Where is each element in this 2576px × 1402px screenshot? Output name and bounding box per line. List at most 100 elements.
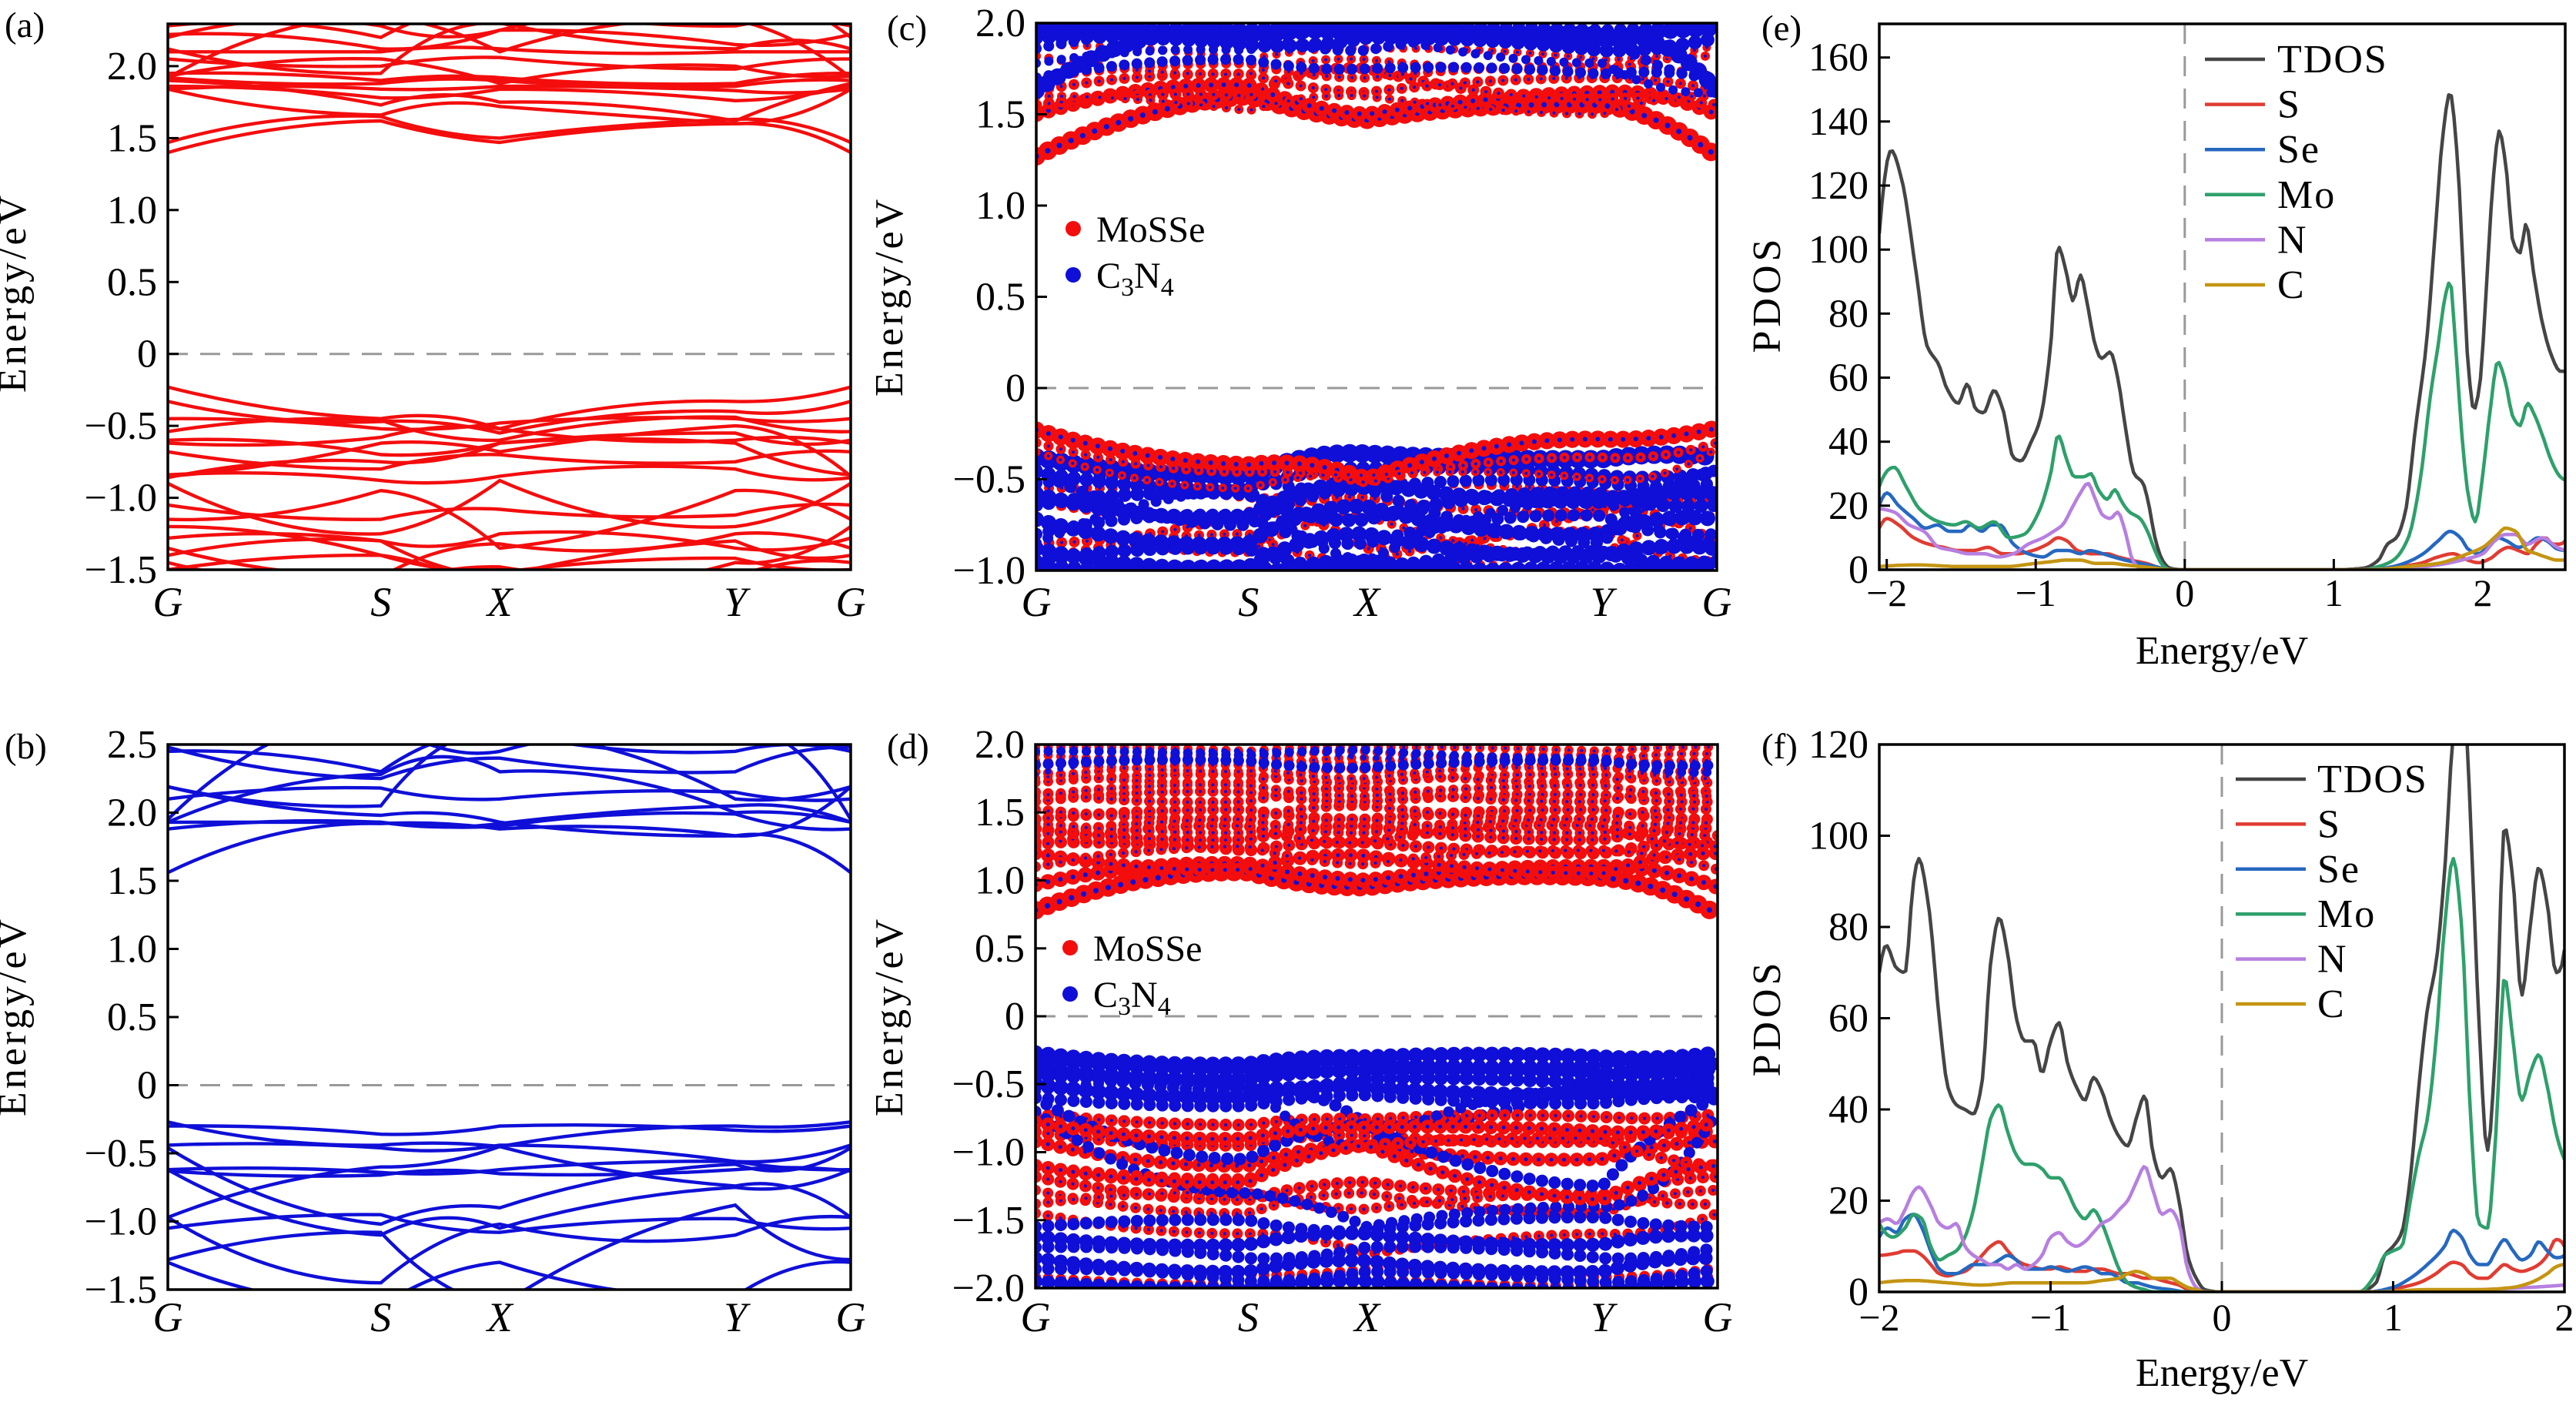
- svg-text:Se: Se: [2277, 128, 2320, 172]
- svg-text:Energy/eV: Energy/eV: [0, 192, 35, 393]
- svg-text:S: S: [1238, 1294, 1259, 1340]
- svg-text:Energy/eV: Energy/eV: [868, 196, 912, 397]
- svg-text:G: G: [1702, 579, 1732, 625]
- svg-text:0.5: 0.5: [107, 995, 157, 1039]
- svg-text:Energy/eV: Energy/eV: [868, 916, 912, 1116]
- svg-text:Energy/eV: Energy/eV: [2136, 629, 2308, 673]
- svg-text:−2: −2: [1858, 1296, 1899, 1339]
- svg-text:2.5: 2.5: [107, 723, 157, 767]
- svg-text:Se: Se: [2317, 848, 2360, 892]
- svg-text:S: S: [2277, 83, 2301, 127]
- svg-text:120: 120: [1808, 164, 1868, 208]
- svg-text:2.0: 2.0: [107, 791, 157, 835]
- svg-text:2: 2: [2474, 571, 2493, 614]
- svg-text:G: G: [1703, 1294, 1733, 1340]
- svg-text:Y: Y: [724, 579, 751, 625]
- svg-text:−1.5: −1.5: [85, 1268, 157, 1312]
- svg-text:Energy/eV: Energy/eV: [0, 916, 35, 1116]
- svg-text:G: G: [153, 1294, 183, 1340]
- svg-text:−2: −2: [1866, 571, 1907, 614]
- svg-text:TDOS: TDOS: [2277, 38, 2388, 82]
- svg-text:−1.0: −1.0: [85, 477, 157, 520]
- svg-text:Y: Y: [724, 1294, 751, 1340]
- svg-text:MoSSe: MoSSe: [1093, 929, 1202, 969]
- svg-text:0: 0: [2175, 571, 2194, 614]
- svg-text:1.0: 1.0: [975, 184, 1025, 228]
- svg-text:G: G: [153, 579, 183, 625]
- svg-text:100: 100: [1808, 228, 1868, 272]
- svg-text:100: 100: [1808, 815, 1868, 858]
- svg-text:2.0: 2.0: [975, 723, 1025, 767]
- svg-text:40: 40: [1828, 1088, 1868, 1132]
- svg-text:PDOS: PDOS: [1745, 959, 1789, 1077]
- svg-text:Y: Y: [1591, 579, 1618, 625]
- svg-text:1.5: 1.5: [107, 859, 157, 903]
- svg-text:20: 20: [1828, 484, 1868, 528]
- svg-text:60: 60: [1828, 356, 1868, 400]
- svg-text:G: G: [836, 579, 866, 625]
- svg-text:1.0: 1.0: [975, 859, 1025, 903]
- svg-text:−0.5: −0.5: [952, 1062, 1025, 1106]
- svg-text:S: S: [370, 1294, 391, 1340]
- svg-text:PDOS: PDOS: [1745, 236, 1789, 353]
- svg-text:N: N: [2317, 938, 2348, 982]
- svg-text:Mo: Mo: [2317, 892, 2376, 936]
- svg-text:−1.0: −1.0: [953, 549, 1025, 593]
- svg-text:S: S: [2317, 802, 2341, 846]
- svg-text:(a): (a): [5, 5, 45, 45]
- svg-text:1.0: 1.0: [107, 928, 157, 972]
- svg-text:0.5: 0.5: [107, 260, 157, 304]
- svg-text:120: 120: [1808, 723, 1868, 767]
- svg-text:0: 0: [1005, 995, 1025, 1039]
- svg-text:0: 0: [1005, 366, 1025, 410]
- svg-text:0.5: 0.5: [975, 276, 1025, 320]
- svg-text:0: 0: [137, 333, 157, 376]
- svg-text:−2.0: −2.0: [952, 1266, 1025, 1310]
- svg-text:N: N: [2277, 218, 2308, 262]
- svg-text:(c): (c): [887, 8, 927, 49]
- svg-text:C3N4: C3N4: [1096, 256, 1174, 302]
- svg-text:1.0: 1.0: [107, 189, 157, 233]
- svg-text:1: 1: [2324, 571, 2343, 614]
- svg-text:1.5: 1.5: [975, 93, 1025, 137]
- svg-text:X: X: [486, 1294, 514, 1340]
- svg-text:Y: Y: [1591, 1294, 1618, 1340]
- svg-text:C: C: [2277, 263, 2306, 307]
- svg-text:G: G: [836, 1294, 866, 1340]
- svg-text:−1.0: −1.0: [85, 1200, 157, 1244]
- svg-text:0: 0: [1848, 1270, 1868, 1314]
- svg-text:20: 20: [1828, 1179, 1868, 1223]
- svg-text:−0.5: −0.5: [953, 458, 1025, 502]
- svg-text:−1.5: −1.5: [952, 1199, 1025, 1243]
- svg-text:MoSSe: MoSSe: [1096, 209, 1205, 250]
- svg-text:Energy/eV: Energy/eV: [2136, 1351, 2308, 1395]
- svg-text:−1.5: −1.5: [85, 548, 157, 592]
- svg-text:−1: −1: [2030, 1296, 2071, 1339]
- svg-text:80: 80: [1828, 292, 1868, 336]
- svg-text:60: 60: [1828, 997, 1868, 1041]
- svg-text:TDOS: TDOS: [2317, 758, 2428, 801]
- svg-text:S: S: [1238, 579, 1259, 625]
- svg-text:G: G: [1022, 579, 1052, 625]
- svg-text:40: 40: [1828, 420, 1868, 464]
- svg-text:X: X: [486, 579, 514, 625]
- svg-text:−1.0: −1.0: [952, 1131, 1025, 1175]
- svg-text:X: X: [1353, 579, 1381, 625]
- svg-text:0: 0: [137, 1064, 157, 1108]
- svg-text:1.5: 1.5: [107, 116, 157, 160]
- svg-text:(b): (b): [5, 727, 47, 767]
- svg-text:X: X: [1353, 1294, 1381, 1340]
- svg-text:0: 0: [2213, 1296, 2232, 1339]
- svg-text:Mo: Mo: [2277, 173, 2336, 217]
- svg-text:140: 140: [1808, 100, 1868, 144]
- svg-text:−1: −1: [2016, 571, 2056, 614]
- svg-text:2.0: 2.0: [107, 45, 157, 89]
- svg-text:(f): (f): [1761, 727, 1798, 767]
- svg-text:0.5: 0.5: [975, 927, 1025, 971]
- svg-text:−0.5: −0.5: [85, 404, 157, 448]
- svg-text:(d): (d): [887, 727, 929, 767]
- svg-text:−0.5: −0.5: [85, 1132, 157, 1176]
- svg-text:2.0: 2.0: [975, 2, 1025, 45]
- svg-text:C: C: [2317, 982, 2346, 1026]
- svg-text:G: G: [1021, 1294, 1051, 1340]
